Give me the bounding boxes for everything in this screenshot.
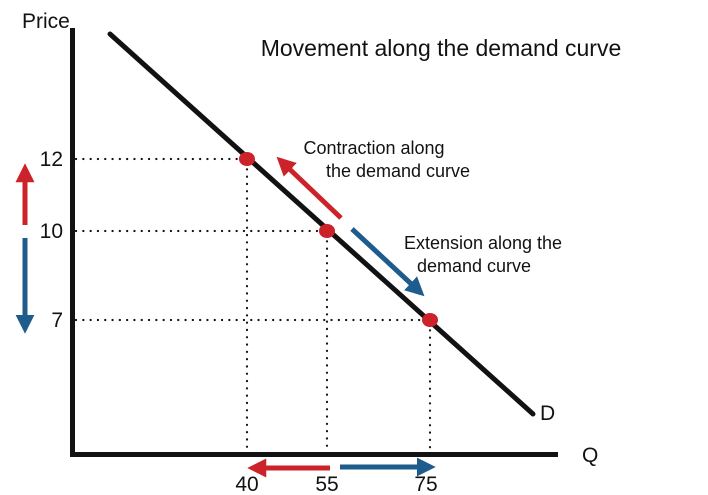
data-point-price10-qty55 xyxy=(319,224,335,238)
x-axis-label: Q xyxy=(582,444,598,467)
demand-curve-label: D xyxy=(540,402,555,425)
x-tick-40: 40 xyxy=(235,473,258,495)
y-tick-12: 12 xyxy=(40,148,63,171)
y-tick-7: 7 xyxy=(51,309,63,332)
contraction-annotation-line2: the demand curve xyxy=(326,161,470,181)
data-point-price7-qty75 xyxy=(422,313,438,327)
y-tick-10: 10 xyxy=(40,220,63,243)
data-point-price12-qty40 xyxy=(239,152,255,166)
extension-annotation-line1: Extension along the xyxy=(404,233,562,253)
extension-arrow xyxy=(350,227,425,297)
demand-curve xyxy=(107,31,536,417)
x-tick-55: 55 xyxy=(315,473,338,495)
extension-annotation-line2: demand curve xyxy=(417,256,531,276)
x-tick-75: 75 xyxy=(414,473,437,495)
chart-title: Movement along the demand curve xyxy=(261,35,622,61)
contraction-annotation-line1: Contraction along xyxy=(303,138,444,158)
y-axis-label: Price xyxy=(22,10,70,33)
contraction-arrow xyxy=(276,156,343,220)
